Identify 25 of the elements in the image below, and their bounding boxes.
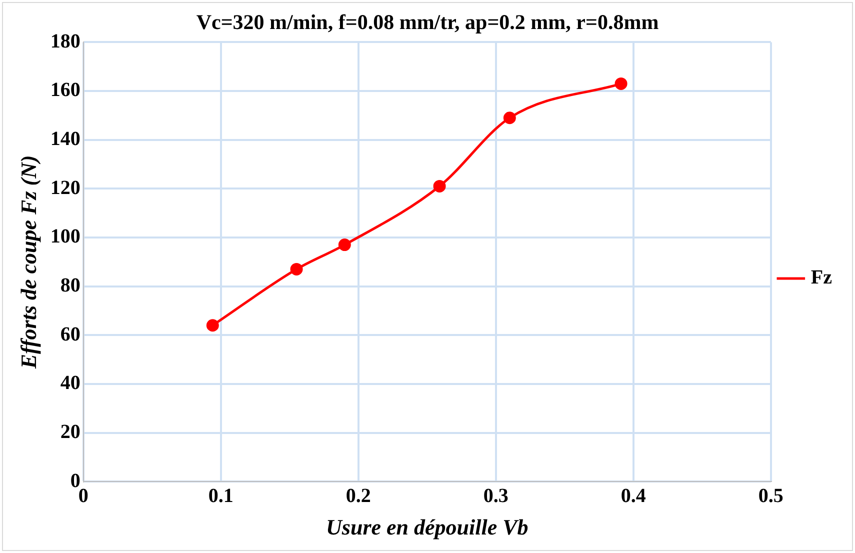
x-tick-label: 0.1 [208, 484, 234, 507]
point [503, 112, 516, 124]
y-tick-label: 80 [60, 274, 80, 296]
y-tick-label: 20 [60, 420, 80, 443]
point [433, 180, 446, 192]
x-tick-label: 0.4 [620, 484, 646, 507]
point [338, 238, 351, 252]
x-tick-label: 0.5 [758, 484, 784, 507]
y-tick-label: 60 [60, 323, 80, 346]
x-tick-label: 0.3 [483, 484, 508, 507]
legend-label: Fz [810, 266, 832, 289]
x-tick-label: 0.2 [346, 484, 371, 507]
y-tick-label: 160 [50, 79, 80, 102]
y-tick-label: 120 [50, 176, 80, 199]
x-axis-title: Usure en dépouille Vb [326, 514, 528, 540]
y-tick-label: 100 [50, 226, 80, 248]
y-tick-label: 140 [50, 128, 80, 150]
point [290, 262, 303, 276]
chart-title: Vc=320 m/min, f=0.08 mm/tr, ap=0.2 mm, r=0.8mm [196, 10, 660, 34]
y-tick-label: 180 [50, 30, 80, 52]
point [614, 77, 628, 90]
y-tick-label: 40 [60, 372, 80, 394]
y-axis-title: Efforts de coupe Fz (N) [16, 155, 41, 370]
y-tick-label: 0 [70, 470, 80, 492]
point [206, 319, 219, 332]
